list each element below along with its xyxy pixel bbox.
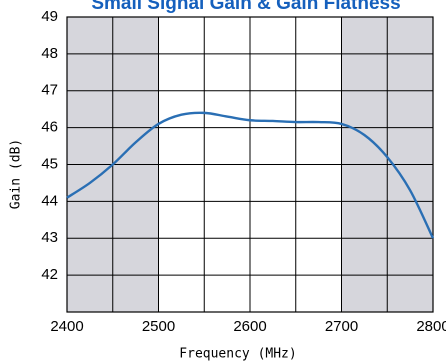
plot-frame xyxy=(66,16,434,313)
y-tick-label: 46 xyxy=(41,119,58,136)
x-tick-label: 2800 xyxy=(416,318,446,335)
y-tick-label: 45 xyxy=(41,155,58,172)
y-tick-label: 49 xyxy=(41,8,58,25)
x-tick-label: 2700 xyxy=(325,318,358,335)
gain-series-line xyxy=(66,111,435,239)
grid-lines xyxy=(66,16,434,313)
x-tick-label: 2500 xyxy=(142,318,175,335)
x-tick-labels: 2400 2500 2600 2700 2800 xyxy=(50,318,446,335)
chart-title: Small Signal Gain & Gain Flatness xyxy=(91,0,400,14)
y-tick-label: 43 xyxy=(41,229,58,246)
y-tick-label: 47 xyxy=(41,82,58,99)
x-tick-label: 2600 xyxy=(233,318,266,335)
x-tick-label: 2400 xyxy=(50,318,83,335)
y-tick-label: 42 xyxy=(41,266,58,283)
y-tick-label: 44 xyxy=(41,192,58,209)
y-axis-label: Gain (dB) xyxy=(9,139,24,209)
y-tick-labels: 42 43 44 45 46 47 48 49 xyxy=(41,8,58,283)
y-tick-label: 48 xyxy=(41,45,58,62)
x-axis-label: Frequency (MHz) xyxy=(179,347,296,362)
